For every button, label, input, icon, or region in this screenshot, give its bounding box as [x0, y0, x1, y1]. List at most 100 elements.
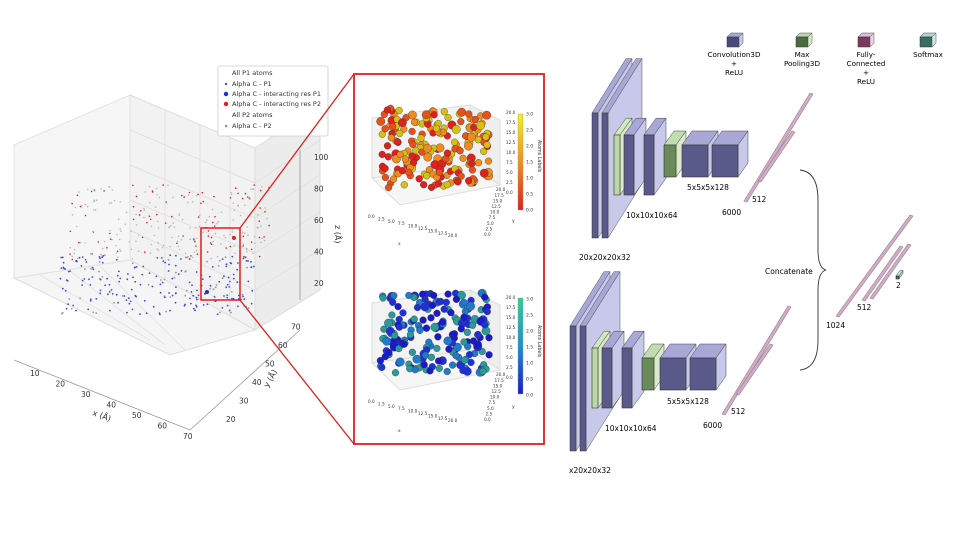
- scatter-point: [180, 258, 182, 260]
- scatter-point: [178, 214, 181, 217]
- scatter-point: [210, 243, 213, 246]
- scatter-point: [93, 199, 96, 201]
- scatter-point: [181, 218, 184, 221]
- scatter-point: [94, 209, 97, 211]
- legend-marker-4: [224, 124, 228, 128]
- atom-point: [423, 143, 432, 153]
- scatter-point: [244, 232, 246, 235]
- atom-point: [460, 313, 468, 321]
- legend-item-alpha-c-p1: Alpha C - P1: [232, 80, 272, 88]
- scatter-point: [68, 298, 71, 300]
- scatter-point: [118, 280, 120, 283]
- scatter-point: [170, 225, 172, 227]
- scatter-point: [116, 274, 119, 277]
- network-legend: Convolution3D + ReLU Max Pooling3D Fully…: [707, 32, 944, 86]
- scatter-point: [91, 266, 94, 269]
- scatter-point: [197, 298, 199, 301]
- scatter-point: [73, 248, 76, 251]
- grid-lines: [39, 110, 321, 351]
- atom-point: [432, 124, 440, 132]
- colorbar-tick: 2.0: [526, 329, 533, 335]
- z-tick: 5.0: [506, 355, 513, 360]
- scatter-point: [132, 205, 135, 208]
- atom-point: [415, 175, 423, 183]
- scatter-point: [117, 218, 120, 220]
- x-tick: 5.0: [388, 404, 395, 409]
- scatter-point: [97, 241, 99, 243]
- legend-marker-3: [223, 101, 229, 107]
- atom-point: [464, 141, 473, 151]
- legend-marker-2: [223, 91, 229, 97]
- scatter-point: [185, 256, 187, 259]
- legend-softmax-swatch: [919, 36, 933, 48]
- left-legend: All P1 atoms Alpha C - P1 Alpha C - inte…: [217, 65, 329, 137]
- scatter-point: [127, 273, 129, 275]
- scatter-point: [246, 251, 248, 253]
- scatter-point: [78, 256, 81, 259]
- x-tick: 15.0: [428, 228, 438, 233]
- x-tick: 30: [81, 390, 91, 399]
- scatter-point: [233, 209, 236, 212]
- atom-point: [483, 308, 491, 316]
- atom-point: [396, 129, 404, 137]
- scatter-point: [188, 191, 191, 194]
- y-tick: 20: [226, 415, 236, 424]
- scatter-point: [106, 247, 108, 249]
- branch-2: [569, 270, 792, 452]
- scatter-point: [252, 252, 254, 255]
- scatter-point: [62, 266, 65, 269]
- x-tick: 17.5: [438, 416, 448, 421]
- scatter-point: [119, 200, 121, 203]
- scatter-point: [175, 286, 177, 288]
- scatter-point: [266, 217, 268, 220]
- scatter-point: [146, 221, 148, 224]
- scatter-point: [125, 299, 128, 301]
- scatter-point: [226, 283, 229, 286]
- scatter-point: [154, 206, 157, 208]
- scatter-point: [144, 191, 146, 193]
- scatter-point: [159, 291, 162, 294]
- scatter-point: [242, 243, 245, 246]
- scatter-point: [188, 258, 191, 260]
- scatter-point: [139, 283, 142, 286]
- atom-point: [381, 125, 389, 133]
- scatter-point: [159, 313, 161, 316]
- scatter-point: [156, 213, 158, 216]
- scatter-point: [212, 221, 214, 224]
- atom-point: [391, 369, 400, 377]
- legend-softmax-line1: Softmax: [913, 50, 944, 59]
- atom-point: [463, 328, 471, 336]
- x-tick: 10.0: [408, 409, 418, 414]
- atom-point: [384, 153, 392, 161]
- atom-point: [419, 316, 427, 324]
- x-tick: 7.5: [398, 406, 405, 411]
- scatter-point: [252, 265, 255, 268]
- atom-point: [384, 184, 393, 192]
- scatter-point: [190, 291, 193, 293]
- scatter-point: [187, 201, 189, 204]
- scatter-points: [59, 184, 271, 316]
- scatter-point: [101, 261, 104, 264]
- scatter-point: [195, 304, 197, 307]
- scatter-point: [79, 205, 82, 208]
- scatter-point: [220, 243, 222, 245]
- scatter-point: [163, 278, 166, 281]
- scatter-point: [165, 310, 168, 313]
- scatter-point: [156, 257, 159, 259]
- colorbar-tick: 2.0: [526, 144, 533, 150]
- zoom-region-box: [200, 227, 241, 301]
- scatter-point: [159, 283, 162, 286]
- legend-maxpool: Max Pooling3D: [784, 32, 821, 68]
- scatter-point: [223, 275, 225, 278]
- z-tick: 2.5: [506, 365, 513, 370]
- colorbar-tick: 0.0: [526, 393, 533, 399]
- scatter-point: [150, 243, 153, 246]
- scatter-point: [172, 196, 174, 199]
- scatter-point: [95, 199, 98, 201]
- scatter-point: [138, 234, 140, 236]
- legend-header-p1: All P1 atoms: [232, 69, 273, 77]
- y-tick: 0.0: [484, 417, 491, 422]
- scatter-point: [99, 278, 102, 281]
- scatter-point: [264, 207, 267, 209]
